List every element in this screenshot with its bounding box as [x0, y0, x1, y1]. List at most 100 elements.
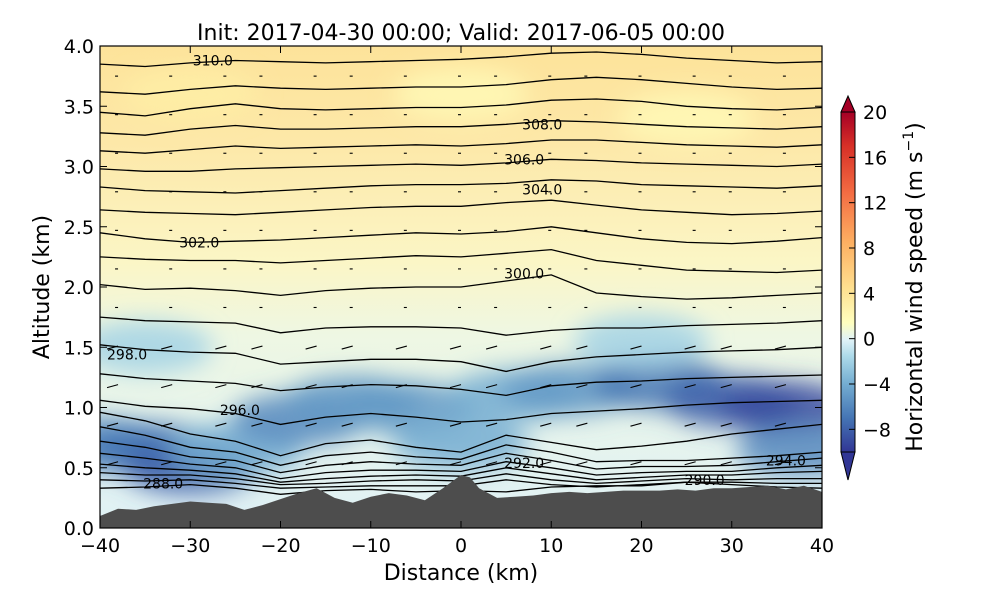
- contour-label-292.0: 292.0: [504, 456, 544, 472]
- isentrope-302: [100, 226, 822, 245]
- wind-vector: [341, 422, 353, 427]
- y-tick-label: 1.5: [64, 337, 94, 359]
- wind-vector: [684, 422, 696, 427]
- wind-vector: [630, 384, 642, 389]
- wind-vector: [684, 384, 696, 389]
- wind-vector: [251, 384, 263, 389]
- wind-speed-blob-16: [122, 67, 258, 121]
- isentrope-307: [100, 120, 822, 136]
- x-tick-label: 10: [539, 535, 563, 557]
- colorbar-tick-label: 0: [863, 329, 875, 351]
- colorbar-extend-min: [840, 451, 856, 481]
- wind-vector: [576, 422, 588, 427]
- contour-label-298.0: 298.0: [107, 347, 147, 363]
- x-tick-label: 40: [810, 535, 834, 557]
- contour-label-294.0: 294.0: [766, 454, 806, 470]
- colorbar-tick-label: −8: [863, 419, 891, 441]
- wind-vector: [449, 384, 462, 389]
- wind-vector: [305, 384, 317, 389]
- wind-vector: [106, 461, 119, 466]
- wind-vector: [630, 345, 642, 350]
- wind-vector: [540, 345, 552, 350]
- isentrope-300: [100, 274, 822, 300]
- wind-vector: [251, 345, 263, 350]
- y-tick-label: 4.0: [64, 36, 94, 58]
- wind-vector: [540, 422, 552, 427]
- wind-vector: [161, 461, 173, 466]
- wind-vectors: [106, 75, 787, 466]
- wind-vector: [720, 461, 732, 466]
- contour-label-306.0: 306.0: [504, 152, 544, 168]
- plot-area: 310.0 308.0 306.0 304.0 302.0 300.0 298.0 296.0…: [100, 46, 822, 528]
- x-tick-label: 20: [629, 535, 653, 557]
- wind-vector: [395, 422, 407, 427]
- y-tick-label: 2.0: [64, 277, 94, 299]
- colorbar-extend-max: [840, 94, 856, 113]
- wind-vector: [161, 345, 173, 350]
- x-axis: −40 −30 −20 −10 0 10 20 30 40: [80, 46, 834, 557]
- x-tick-label: −20: [260, 535, 300, 557]
- y-tick-label: 0.0: [64, 518, 94, 540]
- wind-speed-blob-12: [718, 380, 822, 435]
- y-axis: 0.0 0.5 1.0 1.5 2.0 2.5 3.0 3.5 4.0: [64, 36, 822, 540]
- x-tick-label: 30: [720, 535, 744, 557]
- wind-speed-blob-18: [618, 91, 755, 145]
- wind-vector: [251, 461, 263, 466]
- wind-vector: [215, 384, 227, 389]
- colorbar-tick-label: −4: [863, 374, 891, 396]
- terrain: [100, 475, 822, 528]
- isentrope-296: [100, 399, 822, 426]
- wind-vector: [341, 384, 353, 389]
- wind-vector: [215, 461, 227, 466]
- contour-label-304.0: 304.0: [522, 182, 562, 198]
- colorbar-frame: [840, 111, 856, 453]
- wind-vector: [485, 461, 498, 466]
- colorbar-label: Horizontal wind speed (m s−1): [901, 122, 928, 452]
- wind-vector: [540, 384, 552, 389]
- chart-title: Init: 2017-04-30 00:00; Valid: 2017-06-0…: [197, 21, 725, 46]
- wind-vector: [684, 461, 696, 466]
- wind-vector: [215, 422, 227, 427]
- wind-vector: [485, 422, 498, 427]
- colorbar-ticks: 20 16 12 8 4 0 −4 −8: [849, 102, 891, 441]
- y-tick-label: 3.0: [64, 157, 94, 179]
- wind-vector: [395, 461, 407, 466]
- x-tick-label: 0: [455, 535, 467, 557]
- wind-vector: [720, 422, 732, 427]
- wind-vector: [449, 345, 462, 350]
- wind-vector: [341, 461, 353, 466]
- wind-vector: [251, 422, 263, 427]
- x-tick-label: −10: [351, 535, 391, 557]
- contour-label-302.0: 302.0: [179, 235, 219, 251]
- y-tick-label: 3.5: [64, 96, 94, 118]
- isentrope-309: [100, 76, 822, 95]
- wind-vector: [161, 422, 173, 427]
- contour-label-290.0: 290.0: [685, 473, 725, 489]
- wind-vector: [576, 461, 588, 466]
- isentropes: [100, 51, 822, 495]
- wind-vector: [161, 384, 173, 389]
- wind-vector: [395, 384, 407, 389]
- contour-label-296.0: 296.0: [220, 403, 260, 419]
- wind-vector: [305, 422, 317, 427]
- y-axis-label: Altitude (km): [30, 215, 55, 359]
- contour-labels: 310.0 308.0 306.0 304.0 302.0 300.0 298.0 296.0…: [107, 53, 806, 492]
- colorbar-tick-label: 8: [863, 238, 875, 260]
- x-axis-label: Distance (km): [384, 561, 539, 586]
- isentrope-299: [100, 316, 822, 336]
- isentrope-305: [100, 158, 822, 172]
- isentrope-292: [100, 452, 822, 480]
- wind-vector: [305, 461, 317, 466]
- isentrope-308: [100, 98, 822, 117]
- wind-speed-field: [100, 67, 822, 495]
- isentrope-303: [100, 199, 822, 216]
- isentrope-294: [100, 426, 822, 466]
- wind-vector: [630, 422, 642, 427]
- contour-label-288.0: 288.0: [143, 476, 183, 492]
- isentrope-310: [100, 51, 822, 68]
- colorbar-body: [841, 112, 855, 452]
- wind-vector: [215, 345, 227, 350]
- wind-vector: [395, 345, 407, 350]
- isentrope-306: [100, 139, 822, 154]
- colorbar-tick-label: 12: [863, 193, 887, 215]
